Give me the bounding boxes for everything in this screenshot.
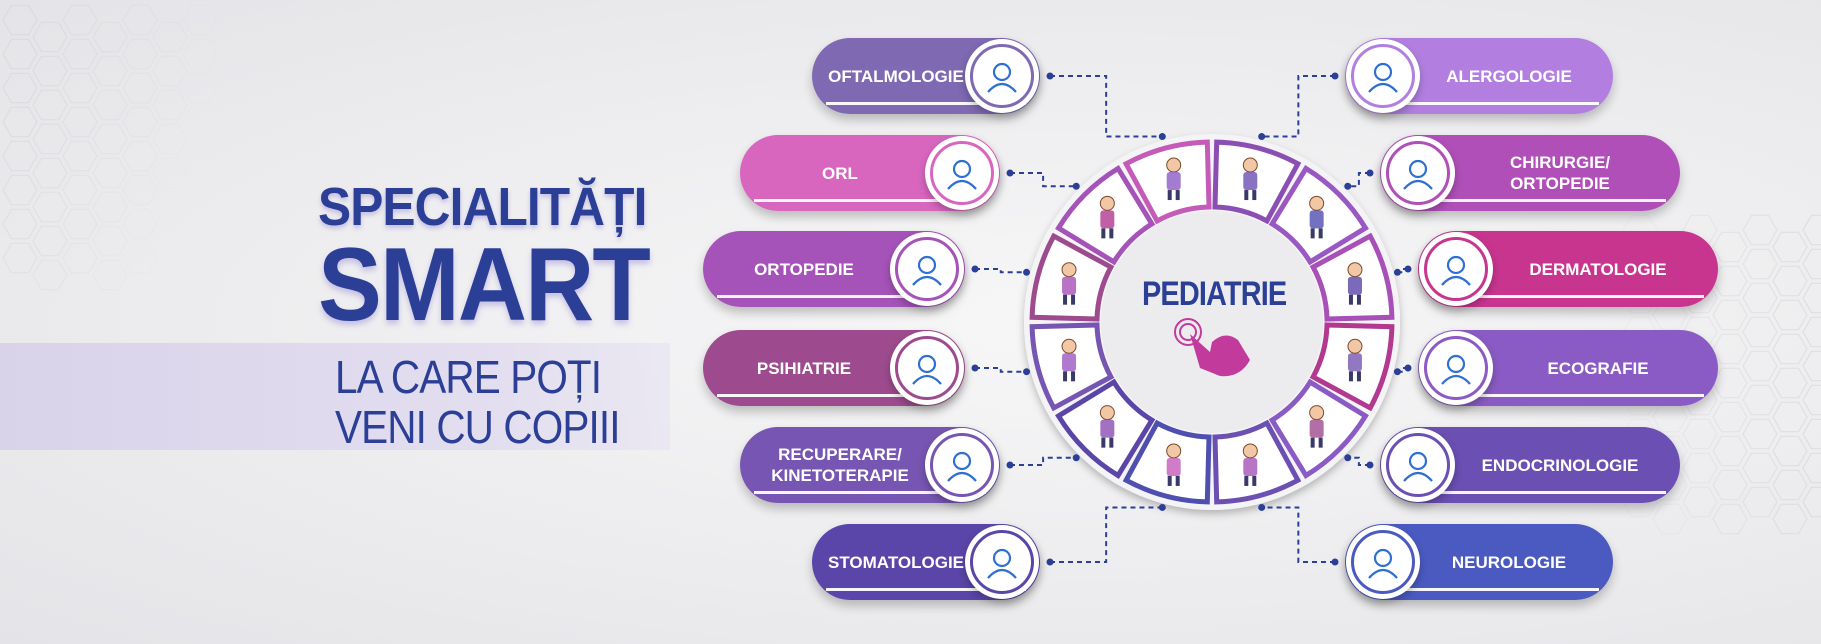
connector-dot: [1158, 503, 1166, 511]
connector-dot: [1393, 268, 1401, 276]
tooth-hands-icon: [965, 525, 1039, 599]
connector-dot: [1072, 182, 1080, 190]
connector-dot: [1006, 461, 1014, 469]
connector-dot: [1258, 133, 1266, 141]
child-illustration-icon: [1099, 195, 1115, 239]
connector-dot: [1366, 169, 1374, 177]
rehab-walker-icon: [925, 428, 999, 502]
child-illustration-icon: [1099, 405, 1115, 448]
child-illustration-icon: [1061, 338, 1077, 382]
dandelion-icon: [1346, 39, 1420, 113]
bone-icon: [890, 232, 964, 306]
dashed-connector: [1050, 506, 1163, 563]
connector-dot: [1258, 503, 1266, 511]
dashed-connector: [1261, 75, 1335, 138]
thyroid-icon: [1381, 428, 1455, 502]
ultrasound-icon: [1419, 331, 1493, 405]
dashed-connector: [975, 367, 1027, 373]
headline-line3: LA CARE POȚI: [335, 351, 602, 403]
headline-line4: VENI CU COPIII: [335, 401, 620, 453]
connector-dot: [1404, 265, 1412, 273]
specialty-label: DERMATOLOGIE: [1529, 259, 1667, 279]
child-illustration-icon: [1309, 405, 1325, 448]
connector-dot: [1331, 72, 1339, 80]
child-illustration-icon: [1309, 195, 1325, 239]
connector-dot: [1023, 268, 1031, 276]
dashed-connector: [1261, 506, 1335, 563]
connector-dot: [1366, 461, 1374, 469]
connector-dot: [1344, 182, 1352, 190]
specialty-label: NEUROLOGIE: [1451, 552, 1567, 572]
connector-dot: [1046, 558, 1054, 566]
specialty-label: PSIHIATRIE: [756, 358, 852, 378]
headline-line1: SPECIALITĂȚI: [318, 177, 647, 237]
connector-dot: [1344, 454, 1352, 462]
subtitle-band: [0, 343, 670, 450]
specialty-label: STOMATOLOGIE: [828, 552, 965, 572]
connector-dot: [1404, 364, 1412, 372]
dashed-connector: [1347, 172, 1370, 188]
dashed-connector: [975, 268, 1027, 274]
connector-dot: [1393, 368, 1401, 376]
eye-icon: [965, 39, 1039, 113]
surgeon-icon: [1381, 136, 1455, 210]
connector-dot: [1046, 72, 1054, 80]
connector-dot: [971, 265, 979, 273]
pointing-hand-icon: [1174, 318, 1250, 377]
connector-dot: [1006, 169, 1014, 177]
headline-line2: SMART: [318, 227, 651, 343]
child-illustration-icon: [1242, 443, 1258, 486]
connector-dot: [1023, 368, 1031, 376]
specialty-label: ENDOCRINOLOGIE: [1481, 455, 1639, 475]
connector-dot: [1158, 133, 1166, 141]
specialty-label: ALERGOLOGIE: [1446, 66, 1572, 86]
specialty-label: ECOGRAFIE: [1547, 358, 1649, 378]
connector-dot: [1331, 558, 1339, 566]
brain-search-icon: [1346, 525, 1420, 599]
dashed-connector: [1010, 172, 1077, 188]
specialty-label: CHIRURGIE/ORTOPEDIE: [1509, 153, 1611, 193]
child-illustration-icon: [1166, 157, 1182, 201]
wheel-center: [1101, 211, 1323, 433]
child-illustration-icon: [1347, 262, 1363, 305]
ear-otoscope-icon: [925, 136, 999, 210]
child-illustration-icon: [1347, 338, 1363, 382]
child-illustration-icon: [1242, 157, 1258, 201]
connector-dot: [1072, 454, 1080, 462]
child-illustration-icon: [1061, 262, 1077, 305]
center-title: PEDIATRIE: [1142, 275, 1287, 313]
dashed-connector: [1050, 75, 1163, 138]
head-heart-icon: [890, 331, 964, 405]
connector-dot: [971, 364, 979, 372]
child-illustration-icon: [1166, 443, 1182, 486]
specialty-label: OFTALMOLOGIE: [828, 66, 964, 86]
specialty-label: RECUPERARE/KINETOTERAPIE: [771, 445, 909, 485]
dashed-connector: [1010, 456, 1077, 466]
specialty-label: ORL: [822, 163, 858, 183]
skin-patient-icon: [1419, 232, 1493, 306]
dashed-connector: [1347, 456, 1370, 466]
specialty-label: ORTOPEDIE: [754, 259, 854, 279]
